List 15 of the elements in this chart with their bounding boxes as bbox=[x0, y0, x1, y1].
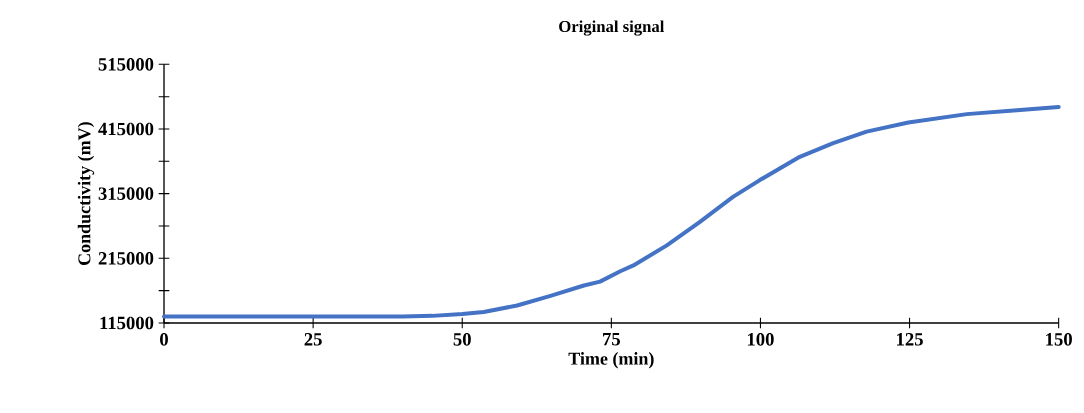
y-tick-label: 115000 bbox=[100, 316, 154, 330]
x-tick-label: 0 bbox=[160, 333, 168, 346]
x-tick-label: 100 bbox=[747, 333, 774, 346]
x-tick-label: 75 bbox=[603, 333, 620, 346]
x-axis-title: Time (min) bbox=[568, 352, 654, 369]
x-tick-label: 125 bbox=[897, 333, 923, 346]
chart-title: Original signal bbox=[559, 20, 665, 36]
y-axis-title: Conductivity (mV) bbox=[77, 122, 95, 266]
y-tick-label: 415000 bbox=[98, 122, 154, 136]
y-tick-label: 515000 bbox=[98, 58, 154, 71]
x-tick-label: 150 bbox=[1046, 333, 1072, 346]
y-tick-label: 215000 bbox=[98, 252, 154, 265]
y-tick-label: 315000 bbox=[98, 187, 154, 200]
x-tick-label: 50 bbox=[453, 333, 471, 346]
x-tick-label: 25 bbox=[304, 333, 322, 346]
